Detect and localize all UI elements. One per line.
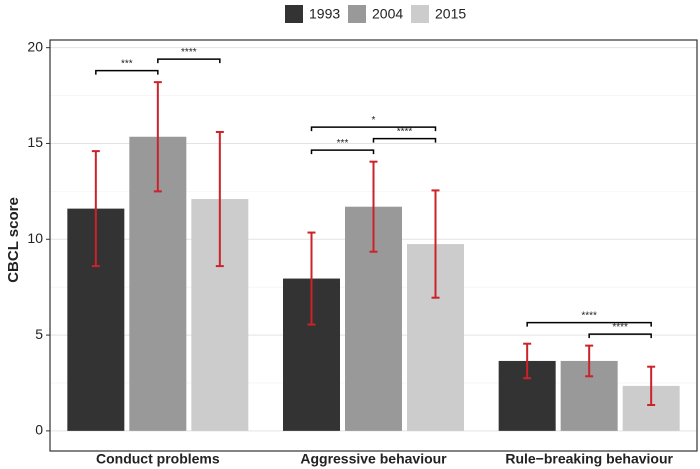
legend-swatch <box>285 5 303 23</box>
significance-bracket <box>526 321 652 327</box>
significance-label: *** <box>121 58 133 69</box>
error-bar <box>91 150 100 268</box>
y-tick-label: 20 <box>27 38 43 54</box>
error-bar <box>153 81 162 193</box>
error-bar <box>215 130 224 268</box>
legend-swatch <box>348 5 366 23</box>
significance-label: **** <box>397 126 413 137</box>
significance-bracket <box>95 69 159 75</box>
significance-label: * <box>372 115 376 126</box>
plot-frame <box>49 39 698 452</box>
significance-label: **** <box>181 47 197 58</box>
significance-bracket <box>372 137 437 143</box>
error-bar <box>431 189 440 299</box>
error-bar <box>647 365 656 407</box>
significance-bracket <box>588 333 652 339</box>
y-tick-label: 10 <box>27 230 43 246</box>
legend-label: 1993 <box>309 6 340 22</box>
significance-label: *** <box>337 138 349 149</box>
y-tick-label: 5 <box>35 326 43 342</box>
error-bar <box>307 231 316 326</box>
x-tick-label: Conduct problems <box>96 451 220 467</box>
x-tick-label: Aggressive behaviour <box>300 451 447 467</box>
y-axis-title: CBCL score <box>5 197 22 283</box>
legend-label: 2015 <box>435 6 466 22</box>
significance-bracket <box>310 126 437 132</box>
error-bar <box>585 344 594 378</box>
legend-swatch <box>411 5 429 23</box>
y-tick-label: 0 <box>35 422 43 438</box>
significance-bracket <box>157 58 221 64</box>
legend-label: 2004 <box>372 6 403 22</box>
y-tick-label: 15 <box>27 134 43 150</box>
significance-label: **** <box>581 310 597 321</box>
error-bar <box>523 342 532 380</box>
x-tick-label: Rule−breaking behaviour <box>505 451 673 467</box>
significance-bracket <box>310 149 375 155</box>
significance-label: **** <box>612 322 628 333</box>
error-bar <box>369 160 378 253</box>
